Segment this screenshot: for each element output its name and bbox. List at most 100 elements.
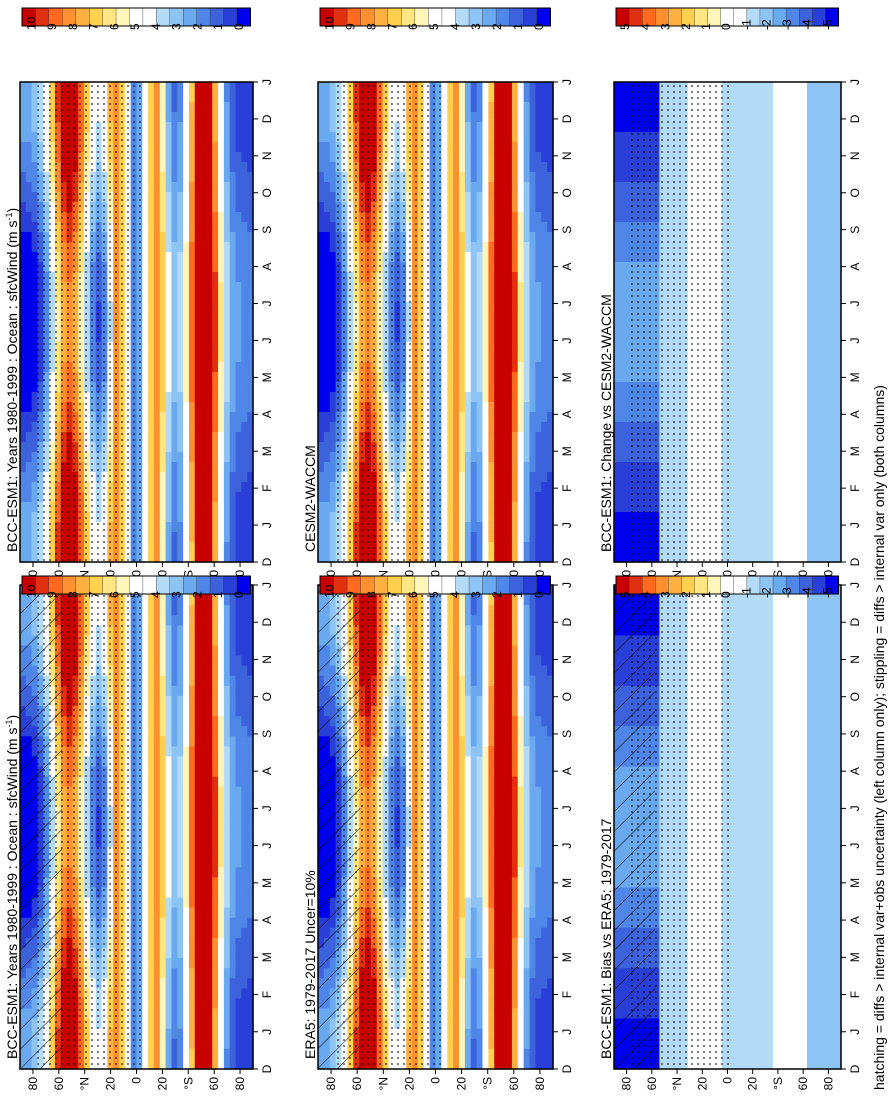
heatmap-cell (229, 532, 237, 543)
heatmap-cell (159, 542, 167, 553)
heatmap-cell (329, 222, 337, 233)
heatmap-cell (223, 252, 231, 263)
heatmap-cell (459, 332, 466, 343)
heatmap-cell (470, 142, 478, 153)
heatmap-cell (464, 152, 472, 163)
heatmap-cell (614, 212, 621, 223)
heatmap-cell (541, 502, 548, 513)
heatmap-cell (323, 502, 331, 513)
heatmap-cell (223, 282, 231, 293)
heatmap-cell (453, 152, 460, 163)
heatmap-cell (25, 392, 33, 403)
heatmap-cell (470, 512, 478, 523)
heatmap-cell (153, 462, 161, 473)
heatmap-cell (329, 402, 337, 413)
heatmap-cell (453, 312, 460, 323)
heatmap-cell (500, 232, 507, 243)
heatmap-cell (177, 512, 184, 523)
heatmap-cell (506, 512, 513, 523)
heatmap-cell (523, 332, 531, 343)
heatmap-cell (614, 462, 621, 473)
heatmap-cell (188, 212, 196, 223)
heatmap-cell (142, 352, 149, 363)
heatmap-cell (159, 482, 167, 493)
heatmap-cell (625, 462, 632, 473)
heatmap-cell (329, 172, 337, 183)
heatmap-cell (200, 542, 207, 553)
heatmap-cell (323, 472, 331, 483)
heatmap-cell (453, 252, 460, 263)
colorbar-tick-label: 10 (24, 16, 38, 30)
heatmap-cell (247, 192, 254, 203)
heatmap-cell (511, 82, 519, 93)
month-tick-label: N (260, 152, 274, 161)
heatmap-cell (159, 472, 167, 483)
heatmap-cell (183, 212, 190, 223)
heatmap-cell (464, 402, 472, 413)
heatmap-cell (183, 122, 190, 133)
heatmap-cell (20, 382, 27, 393)
heatmap-cell (31, 532, 39, 543)
heatmap-cell (153, 542, 161, 553)
heatmap-cell (177, 462, 184, 473)
heatmap-cell (31, 282, 39, 293)
heatmap-cell (165, 322, 173, 333)
heatmap-cell (453, 162, 460, 173)
heatmap-cell (500, 262, 507, 273)
heatmap-cell (235, 272, 242, 283)
heatmap-cell (482, 252, 489, 263)
heatmap-cell (183, 422, 190, 433)
heatmap-cell (488, 362, 495, 373)
heatmap-cell (459, 122, 466, 133)
heatmap-cell (511, 412, 519, 423)
heatmap-cell (494, 172, 501, 183)
heatmap-cell (229, 482, 237, 493)
heatmap-cell (529, 202, 536, 213)
heatmap-cell (194, 442, 202, 453)
heatmap-cell (482, 282, 489, 293)
heatmap-cell (619, 192, 626, 203)
heatmap-cell (206, 152, 213, 163)
heatmap-cell (153, 302, 161, 313)
heatmap-cell (523, 322, 531, 333)
heatmap-cell (318, 162, 325, 173)
heatmap-cell (329, 312, 337, 323)
heatmap-cell (511, 502, 519, 513)
heatmap-cell (476, 452, 484, 463)
heatmap-cell (488, 522, 495, 533)
heatmap-cell (614, 442, 621, 453)
heatmap-cell (541, 422, 548, 433)
heatmap-cell (235, 442, 242, 453)
heatmap-cell (20, 242, 27, 253)
heatmap-cell (218, 222, 225, 233)
heatmap-cell (614, 342, 621, 353)
heatmap-cell (25, 232, 33, 243)
heatmap-cell (511, 292, 519, 303)
heatmap-cell (506, 242, 513, 253)
heatmap-cell (506, 352, 513, 363)
heatmap-cell (177, 332, 184, 343)
heatmap-cell (517, 82, 525, 93)
month-tick-label: O (260, 188, 274, 197)
heatmap-cell (318, 482, 325, 493)
heatmap-cell (517, 412, 525, 423)
heatmap-cell (511, 312, 519, 323)
heatmap-cell (165, 382, 173, 393)
heatmap-cell (200, 322, 207, 333)
heatmap-cell (447, 382, 454, 393)
heatmap-cell (488, 412, 495, 423)
heatmap-cell (453, 442, 460, 453)
heatmap-cell (535, 352, 542, 363)
heatmap-cell (476, 132, 484, 143)
heatmap-cell (547, 92, 554, 103)
heatmap-cell (619, 492, 626, 503)
heatmap-cell (142, 312, 149, 323)
heatmap-cell (148, 282, 155, 293)
heatmap-cell (171, 372, 178, 383)
heatmap-cell (619, 152, 626, 163)
heatmap-cell (153, 312, 161, 323)
heatmap-cell (229, 202, 237, 213)
heatmap-cell (329, 552, 337, 563)
heatmap-cell (318, 512, 325, 523)
colorbar-tick-label: 7 (385, 23, 399, 30)
